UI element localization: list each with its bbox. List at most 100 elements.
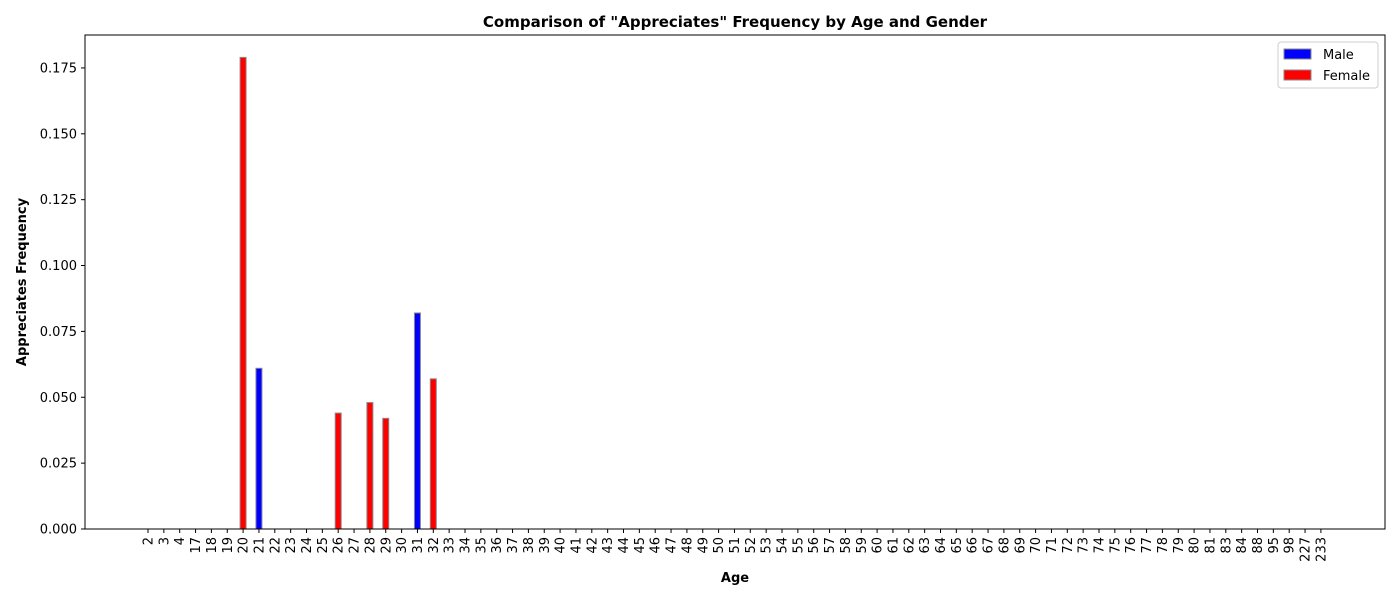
x-tick-label: 3 xyxy=(157,537,172,545)
x-tick-label: 74 xyxy=(1093,537,1108,554)
y-tick-label: 0.025 xyxy=(40,457,77,472)
x-tick-label: 79 xyxy=(1172,537,1187,554)
x-tick-label: 75 xyxy=(1108,537,1123,554)
x-tick-label: 27 xyxy=(348,537,363,554)
x-tick-label: 71 xyxy=(1045,537,1060,554)
x-tick-label: 19 xyxy=(221,537,236,554)
x-tick-label: 44 xyxy=(617,537,632,554)
x-tick-label: 38 xyxy=(522,537,537,554)
x-tick-label: 43 xyxy=(601,537,616,554)
y-tick-label: 0.050 xyxy=(40,391,77,406)
x-tick-label: 63 xyxy=(918,537,933,554)
x-tick-label: 30 xyxy=(395,537,410,554)
x-tick-label: 34 xyxy=(459,537,474,554)
x-tick-label: 88 xyxy=(1251,537,1266,554)
x-tick-label: 65 xyxy=(950,537,965,554)
x-tick-label: 81 xyxy=(1203,537,1218,554)
x-tick-label: 58 xyxy=(839,537,854,554)
x-tick-label: 22 xyxy=(268,537,283,554)
y-tick-label: 0.125 xyxy=(40,193,77,208)
x-tick-label: 42 xyxy=(585,537,600,554)
x-tick-label: 60 xyxy=(871,537,886,554)
y-tick-label: 0.175 xyxy=(40,61,77,76)
y-tick-label: 0.150 xyxy=(40,127,77,142)
x-tick-label: 80 xyxy=(1188,537,1203,554)
x-tick-label: 68 xyxy=(997,537,1012,554)
x-tick-label: 62 xyxy=(902,537,917,554)
x-tick-label: 29 xyxy=(379,537,394,554)
x-tick-label: 45 xyxy=(633,537,648,554)
x-tick-label: 52 xyxy=(744,537,759,554)
x-tick-label: 59 xyxy=(855,537,870,554)
x-tick-label: 28 xyxy=(363,537,378,554)
x-tick-label: 84 xyxy=(1235,537,1250,554)
x-tick-label: 31 xyxy=(411,537,426,554)
x-tick-label: 25 xyxy=(316,537,331,554)
plot-frame xyxy=(84,34,1386,530)
x-tick-label: 70 xyxy=(1029,537,1044,554)
x-tick-label: 39 xyxy=(538,537,553,554)
bar-female-age-32 xyxy=(429,378,437,530)
x-tick-label: 76 xyxy=(1124,537,1139,554)
x-tick-label: 78 xyxy=(1156,537,1171,554)
x-tick-label: 55 xyxy=(791,537,806,554)
x-tick-label: 23 xyxy=(284,537,299,554)
x-tick-label: 98 xyxy=(1283,537,1298,554)
bar-female-age-26 xyxy=(334,412,342,530)
x-tick-label: 66 xyxy=(966,537,981,554)
legend-swatch-male xyxy=(1283,48,1312,60)
x-tick-label: 4 xyxy=(173,537,188,545)
bar-male-age-31 xyxy=(413,312,421,530)
x-tick-label: 37 xyxy=(506,537,521,554)
x-tick-label: 48 xyxy=(680,537,695,554)
x-tick-label: 227 xyxy=(1299,537,1314,562)
x-tick-label: 33 xyxy=(443,537,458,554)
x-tick-label: 17 xyxy=(189,537,204,554)
x-tick-label: 36 xyxy=(490,537,505,554)
bar-female-age-28 xyxy=(366,402,374,530)
x-tick-label: 47 xyxy=(665,537,680,554)
x-axis: 2 3 4 17 18 19 20 21 22 23 24 25 26 27 28 29 30 31 32 33 34 3… xyxy=(142,529,1329,562)
x-tick-label: 24 xyxy=(300,537,315,554)
bars-layer xyxy=(239,56,437,530)
x-tick-label: 32 xyxy=(427,537,442,554)
x-tick-label: 53 xyxy=(760,537,775,554)
x-tick-label: 26 xyxy=(332,537,347,554)
bar-female-age-20 xyxy=(239,56,247,530)
x-tick-label: 49 xyxy=(696,537,711,554)
x-tick-label: 233 xyxy=(1314,537,1329,562)
y-tick-label: 0.075 xyxy=(40,325,77,340)
legend: Male Female xyxy=(1277,41,1379,89)
y-axis-label: Appreciates Frequency xyxy=(15,197,30,366)
y-axis: 0.000 0.025 0.050 0.075 0.100 0.125 0.150 0.175 xyxy=(40,61,85,538)
x-tick-label: 56 xyxy=(807,537,822,554)
x-tick-label: 54 xyxy=(776,537,791,554)
bar-female-age-29 xyxy=(382,417,390,530)
x-tick-label: 83 xyxy=(1219,537,1234,554)
x-tick-label: 51 xyxy=(728,537,743,554)
legend-label-female: Female xyxy=(1323,69,1370,84)
legend-swatch-female xyxy=(1283,69,1312,81)
x-tick-label: 40 xyxy=(554,537,569,554)
y-tick-label: 0.000 xyxy=(40,523,77,538)
x-tick-label: 95 xyxy=(1267,537,1282,554)
x-tick-label: 18 xyxy=(205,537,220,554)
x-tick-label: 64 xyxy=(934,537,949,554)
x-tick-label: 69 xyxy=(1013,537,1028,554)
x-tick-label: 57 xyxy=(823,537,838,554)
legend-label-male: Male xyxy=(1323,48,1354,63)
x-tick-label: 35 xyxy=(474,537,489,554)
x-tick-label: 50 xyxy=(712,537,727,554)
x-tick-label: 67 xyxy=(982,537,997,554)
x-tick-label: 73 xyxy=(1077,537,1092,554)
x-tick-label: 72 xyxy=(1061,537,1076,554)
x-tick-label: 2 xyxy=(142,537,157,545)
y-tick-label: 0.100 xyxy=(40,259,77,274)
x-tick-label: 46 xyxy=(649,537,664,554)
x-tick-label: 77 xyxy=(1140,537,1155,554)
x-axis-label: Age xyxy=(721,571,749,586)
x-tick-label: 20 xyxy=(237,537,252,554)
x-tick-label: 61 xyxy=(886,537,901,554)
x-tick-label: 21 xyxy=(252,537,267,554)
x-tick-label: 41 xyxy=(569,537,584,554)
